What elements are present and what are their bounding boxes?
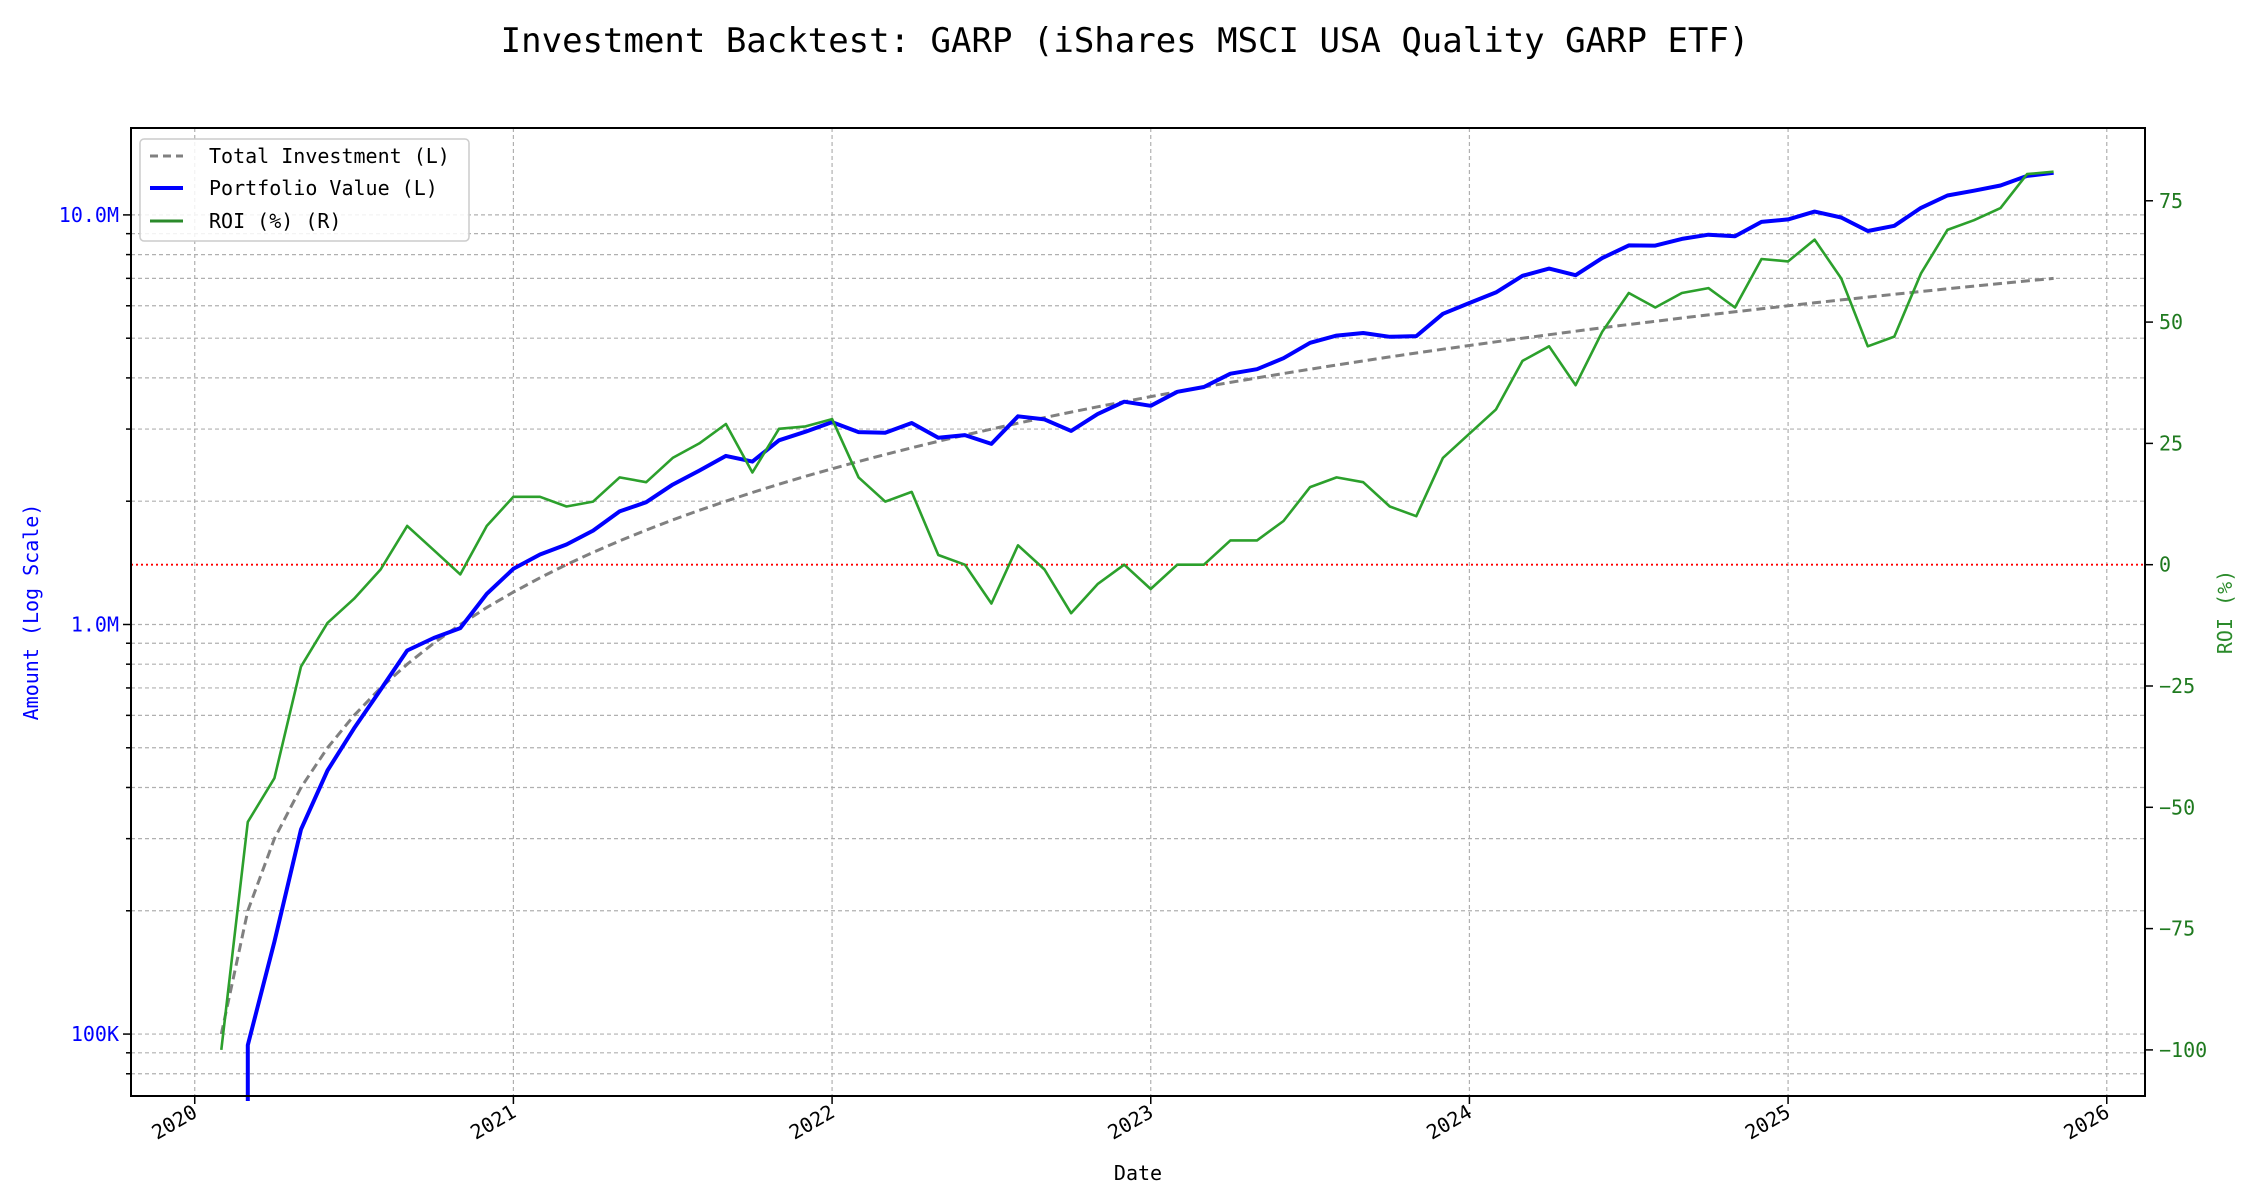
right-tick-label: −50 xyxy=(2159,795,2195,819)
total-investment-line xyxy=(219,276,2054,1035)
x-tick-label: 2023 xyxy=(1104,1100,1158,1145)
left-y-axis-label: Amount (Log Scale) xyxy=(19,504,43,721)
portfolio-value-line xyxy=(245,170,2054,1101)
x-axis-label: Date xyxy=(1114,1161,1162,1185)
right-tick-label: 0 xyxy=(2159,553,2171,577)
right-tick-label: −25 xyxy=(2159,674,2195,698)
left-tick-label: 100K xyxy=(71,1022,119,1046)
roi-line xyxy=(220,170,2054,1051)
right-y-axis-label: ROI (%) xyxy=(2213,570,2237,654)
series-lines xyxy=(219,170,2054,1101)
right-tick-label: 75 xyxy=(2159,189,2183,213)
legend-roi: ROI (%) (R) xyxy=(209,209,341,233)
legend-total-investment: Total Investment (L) xyxy=(209,144,450,168)
right-tick-label: 50 xyxy=(2159,310,2183,334)
right-tick-label: 25 xyxy=(2159,431,2183,455)
left-tick-label: 1.0M xyxy=(71,612,119,636)
x-tick-label: 2024 xyxy=(1422,1100,1476,1145)
grid xyxy=(131,128,2145,1096)
legend: Total Investment (L) Portfolio Value (L)… xyxy=(139,138,470,242)
x-tick-label: 2025 xyxy=(1741,1100,1795,1145)
right-tick-label: −100 xyxy=(2159,1038,2207,1062)
legend-portfolio-value: Portfolio Value (L) xyxy=(209,176,438,200)
x-axis: 2020 2021 2022 2023 2024 2025 2026 xyxy=(148,1096,2114,1145)
x-tick-label: 2020 xyxy=(148,1100,202,1145)
right-y-axis: −100 −75 −50 −25 0 25 50 75 xyxy=(2145,189,2207,1062)
left-tick-label: 10.0M xyxy=(59,203,119,227)
x-tick-label: 2022 xyxy=(785,1100,839,1145)
right-tick-label: −75 xyxy=(2159,917,2195,941)
left-y-axis: 100K 1.0M 10.0M xyxy=(59,203,131,1075)
x-tick-label: 2021 xyxy=(466,1100,520,1145)
plot-frame xyxy=(130,127,2146,1097)
x-tick-label: 2026 xyxy=(2060,1100,2114,1145)
chart-title: Investment Backtest: GARP (iShares MSCI … xyxy=(501,21,1750,61)
